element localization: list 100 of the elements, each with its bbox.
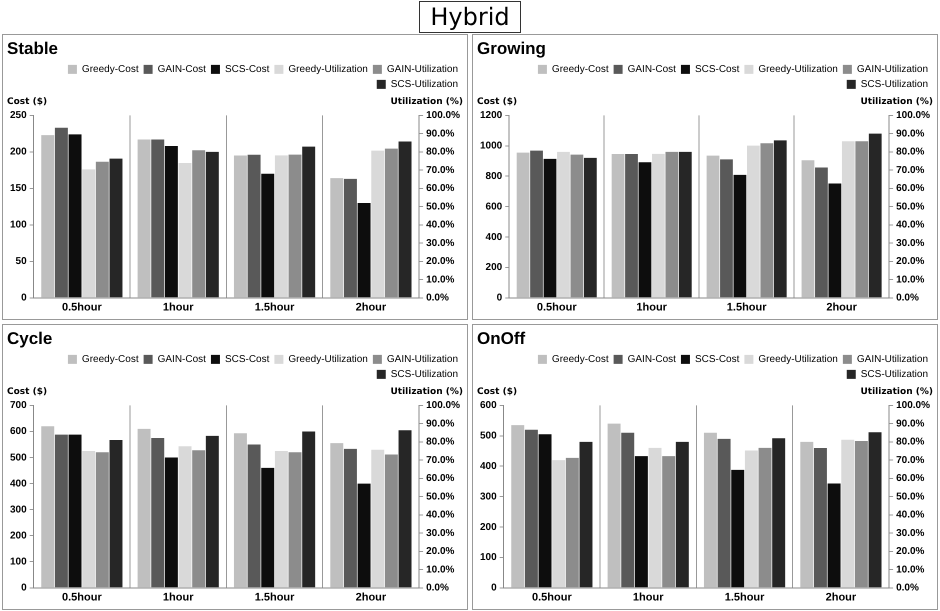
y2-tick-label: 70.0% — [426, 164, 455, 176]
bar — [206, 152, 219, 298]
legend-label: GAIN-Utilization — [856, 354, 928, 366]
y2-tick-label: 60.0% — [426, 183, 455, 194]
y-tick-label: 1200 — [480, 110, 503, 122]
bar — [151, 438, 164, 588]
chart-title: Growing — [477, 38, 546, 58]
bar — [530, 150, 543, 298]
bar — [580, 442, 592, 588]
bar — [344, 178, 357, 298]
bar — [704, 432, 717, 588]
legend-label: SCS-Utilization — [390, 79, 458, 90]
y2-tick-label: 70.0% — [896, 164, 925, 176]
y-axis-title: Cost ($) — [7, 97, 48, 108]
y2-tick-label: 20.0% — [426, 256, 455, 268]
y2-tick-label: 50.0% — [426, 201, 455, 212]
y2-tick-label: 40.0% — [426, 510, 455, 521]
x-tick-label: 0.5hour — [536, 301, 578, 314]
bar — [511, 425, 524, 588]
y2-tick-label: 50.0% — [896, 491, 925, 502]
bar — [344, 448, 357, 588]
legend-label: GAIN-Cost — [628, 354, 676, 366]
bar — [814, 448, 827, 588]
y2-tick-label: 0.0% — [426, 582, 449, 594]
bar — [41, 135, 54, 298]
legend-label: SCS-Cost — [694, 354, 740, 366]
bar — [612, 154, 624, 298]
legend-label: GAIN-Cost — [628, 64, 676, 76]
y2-tick-label: 50.0% — [896, 201, 925, 212]
bar — [398, 430, 412, 588]
bar — [868, 134, 882, 298]
bar — [54, 128, 68, 298]
y-tick-label: 500 — [480, 430, 498, 442]
y2-tick-label: 20.0% — [426, 546, 455, 558]
x-tick-label: 1.5hour — [726, 301, 768, 314]
y-tick-label: 600 — [486, 201, 503, 212]
bar — [138, 139, 151, 298]
y2-tick-label: 30.0% — [896, 238, 925, 249]
y2-tick-label: 70.0% — [426, 454, 455, 466]
legend-label: GAIN-Cost — [158, 64, 206, 76]
bar — [110, 158, 122, 298]
x-tick-label: 1.5hour — [724, 591, 766, 604]
x-tick-label: 1hour — [162, 301, 194, 314]
y2-tick-label: 90.0% — [896, 128, 925, 140]
y-axis-title: Cost ($) — [477, 387, 518, 398]
legend-label: Greedy-Cost — [552, 354, 609, 366]
y2-tick-label: 80.0% — [896, 146, 925, 158]
bar — [621, 432, 634, 588]
legend-label: SCS-Utilization — [860, 79, 928, 90]
y-tick-label: 400 — [486, 232, 503, 243]
x-tick-label: 0.5hour — [532, 591, 572, 604]
bar — [248, 444, 261, 588]
y2-tick-label: 0.0% — [426, 292, 449, 304]
y2-tick-label: 90.0% — [426, 418, 455, 430]
chart-title: Stable — [7, 38, 58, 58]
bar — [524, 430, 538, 588]
bar — [706, 156, 720, 298]
y2-tick-label: 10.0% — [426, 564, 455, 576]
bar — [676, 442, 689, 588]
y2-axis-title: Utilization (%) — [860, 387, 933, 398]
y-tick-label: 400 — [480, 460, 498, 472]
legend-label: Greedy-Cost — [82, 354, 139, 366]
y-tick-label: 50 — [16, 256, 28, 268]
bar — [584, 158, 597, 298]
x-tick-label: 2hour — [356, 301, 387, 314]
x-tick-label: 2hour — [826, 301, 858, 314]
legend-label: SCS-Cost — [694, 64, 740, 76]
bar — [516, 152, 530, 298]
y2-tick-label: 60.0% — [426, 473, 455, 484]
bar — [302, 431, 316, 588]
y-axis-title: Cost ($) — [477, 97, 518, 108]
y2-tick-label: 80.0% — [896, 436, 925, 448]
y2-tick-label: 10.0% — [896, 274, 925, 286]
y2-tick-label: 100.0% — [896, 400, 930, 412]
bar — [110, 440, 122, 588]
y-tick-label: 0 — [496, 292, 503, 304]
y2-tick-label: 30.0% — [896, 528, 925, 539]
y2-tick-label: 40.0% — [896, 220, 925, 231]
bar — [138, 428, 151, 588]
bar — [868, 432, 882, 588]
y-tick-label: 100 — [480, 552, 498, 564]
bar — [248, 154, 261, 298]
y-tick-label: 0 — [21, 292, 28, 304]
y-tick-label: 500 — [10, 452, 28, 464]
chart-title: Cycle — [7, 328, 52, 348]
y-tick-label: 600 — [10, 426, 28, 438]
bar — [330, 178, 344, 298]
x-tick-label: 2hour — [356, 591, 387, 604]
y-tick-label: 100 — [10, 220, 28, 231]
bar — [41, 426, 54, 588]
bar — [330, 443, 344, 588]
legend-label: SCS-Cost — [224, 354, 270, 366]
y-axis-title: Cost ($) — [7, 387, 48, 398]
y2-tick-label: 80.0% — [426, 146, 455, 158]
y-tick-label: 300 — [10, 504, 28, 516]
y-tick-label: 300 — [480, 491, 498, 502]
y2-tick-label: 100.0% — [426, 110, 460, 122]
legend-label: Greedy-Utilization — [288, 354, 368, 366]
legend-label: Greedy-Cost — [82, 64, 139, 76]
legend-label: SCS-Cost — [224, 64, 270, 76]
